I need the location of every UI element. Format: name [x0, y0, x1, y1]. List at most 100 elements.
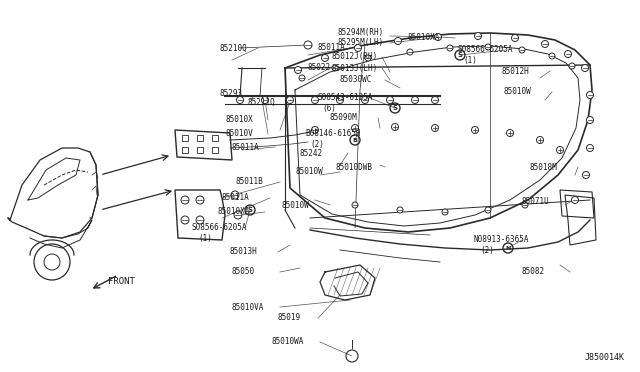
Text: 85071U: 85071U: [522, 198, 550, 206]
Text: (1): (1): [463, 57, 477, 65]
Text: 85012J(RH): 85012J(RH): [332, 52, 378, 61]
Circle shape: [262, 96, 269, 103]
Text: 85019: 85019: [278, 314, 301, 323]
Circle shape: [412, 96, 419, 103]
Circle shape: [181, 216, 189, 224]
Circle shape: [485, 207, 491, 213]
Circle shape: [586, 92, 593, 99]
Circle shape: [485, 44, 491, 50]
Text: 85010V: 85010V: [225, 129, 253, 138]
Circle shape: [287, 96, 294, 103]
Text: 85010VA: 85010VA: [232, 302, 264, 311]
Text: S: S: [248, 207, 253, 213]
Text: B: B: [353, 138, 357, 142]
Text: (2): (2): [310, 140, 324, 148]
Circle shape: [435, 33, 442, 41]
Text: 85211Q: 85211Q: [248, 97, 276, 106]
Circle shape: [447, 45, 453, 51]
Circle shape: [582, 171, 589, 179]
Text: 85022: 85022: [308, 64, 331, 73]
Circle shape: [234, 211, 242, 219]
Circle shape: [431, 96, 438, 103]
Text: 85090M: 85090M: [330, 113, 358, 122]
Bar: [182, 147, 188, 153]
Text: 85013J(LH): 85013J(LH): [332, 64, 378, 73]
Text: 85011A: 85011A: [232, 142, 260, 151]
Circle shape: [549, 53, 555, 59]
Circle shape: [181, 196, 189, 204]
Text: 85010W: 85010W: [295, 167, 323, 176]
Circle shape: [397, 207, 403, 213]
Text: (2): (2): [480, 247, 494, 256]
Text: 85011A: 85011A: [222, 193, 250, 202]
Circle shape: [365, 55, 371, 61]
Circle shape: [522, 202, 528, 208]
Text: 85010X: 85010X: [225, 115, 253, 125]
Text: J850014K: J850014K: [585, 353, 625, 362]
Text: 85294M(RH): 85294M(RH): [338, 28, 384, 36]
Text: 85295M(LH): 85295M(LH): [338, 38, 384, 48]
Text: 85082: 85082: [522, 267, 545, 276]
Circle shape: [511, 35, 518, 42]
Circle shape: [312, 96, 319, 103]
Text: B08146-6165H: B08146-6165H: [305, 128, 360, 138]
Circle shape: [582, 64, 589, 71]
Circle shape: [337, 96, 344, 103]
Text: 85010W: 85010W: [504, 87, 532, 96]
Text: 85012H: 85012H: [502, 67, 530, 76]
Text: 85030WC: 85030WC: [340, 76, 372, 84]
Circle shape: [196, 196, 204, 204]
Circle shape: [586, 116, 593, 124]
Text: 85011B: 85011B: [236, 177, 264, 186]
Circle shape: [321, 55, 328, 61]
Text: 85210Q: 85210Q: [220, 44, 248, 52]
Text: 85242: 85242: [300, 148, 323, 157]
Text: 85293: 85293: [220, 89, 243, 97]
Text: S08566-6205A: S08566-6205A: [192, 224, 248, 232]
Circle shape: [564, 51, 572, 58]
Circle shape: [387, 96, 394, 103]
Circle shape: [294, 67, 301, 74]
Circle shape: [442, 209, 448, 215]
Bar: [212, 135, 218, 141]
Circle shape: [394, 38, 401, 45]
Text: 85010XA: 85010XA: [218, 208, 250, 217]
Text: 85010W: 85010W: [282, 201, 310, 209]
Text: 85018M: 85018M: [530, 163, 557, 171]
Text: FRONT: FRONT: [108, 278, 135, 286]
Bar: [197, 147, 203, 153]
Text: S: S: [458, 52, 463, 58]
Circle shape: [196, 216, 204, 224]
Text: N08913-6365A: N08913-6365A: [474, 235, 529, 244]
Text: 85011A: 85011A: [318, 44, 346, 52]
Circle shape: [304, 41, 312, 49]
Text: 85050: 85050: [232, 267, 255, 276]
Circle shape: [332, 65, 338, 71]
Circle shape: [569, 63, 575, 69]
Text: (1): (1): [198, 234, 212, 243]
Circle shape: [237, 96, 243, 103]
Circle shape: [352, 202, 358, 208]
Circle shape: [474, 32, 481, 39]
Bar: [197, 135, 203, 141]
Text: N: N: [506, 246, 511, 250]
Text: 85010DWB: 85010DWB: [335, 163, 372, 171]
Text: (6): (6): [322, 105, 336, 113]
Circle shape: [586, 144, 593, 151]
Text: S08566-6205A: S08566-6205A: [457, 45, 513, 55]
Bar: [212, 147, 218, 153]
Circle shape: [572, 196, 579, 203]
Text: S08543-6125A: S08543-6125A: [317, 93, 372, 103]
Circle shape: [231, 191, 239, 199]
Circle shape: [407, 49, 413, 55]
Text: 85013H: 85013H: [230, 247, 258, 257]
Circle shape: [362, 96, 369, 103]
Bar: [182, 135, 188, 141]
Circle shape: [355, 45, 362, 51]
Circle shape: [299, 75, 305, 81]
Circle shape: [519, 47, 525, 53]
Text: S: S: [392, 105, 397, 111]
Circle shape: [541, 41, 548, 48]
Text: 85010WA: 85010WA: [272, 337, 305, 346]
Text: 85010XA: 85010XA: [408, 33, 440, 42]
